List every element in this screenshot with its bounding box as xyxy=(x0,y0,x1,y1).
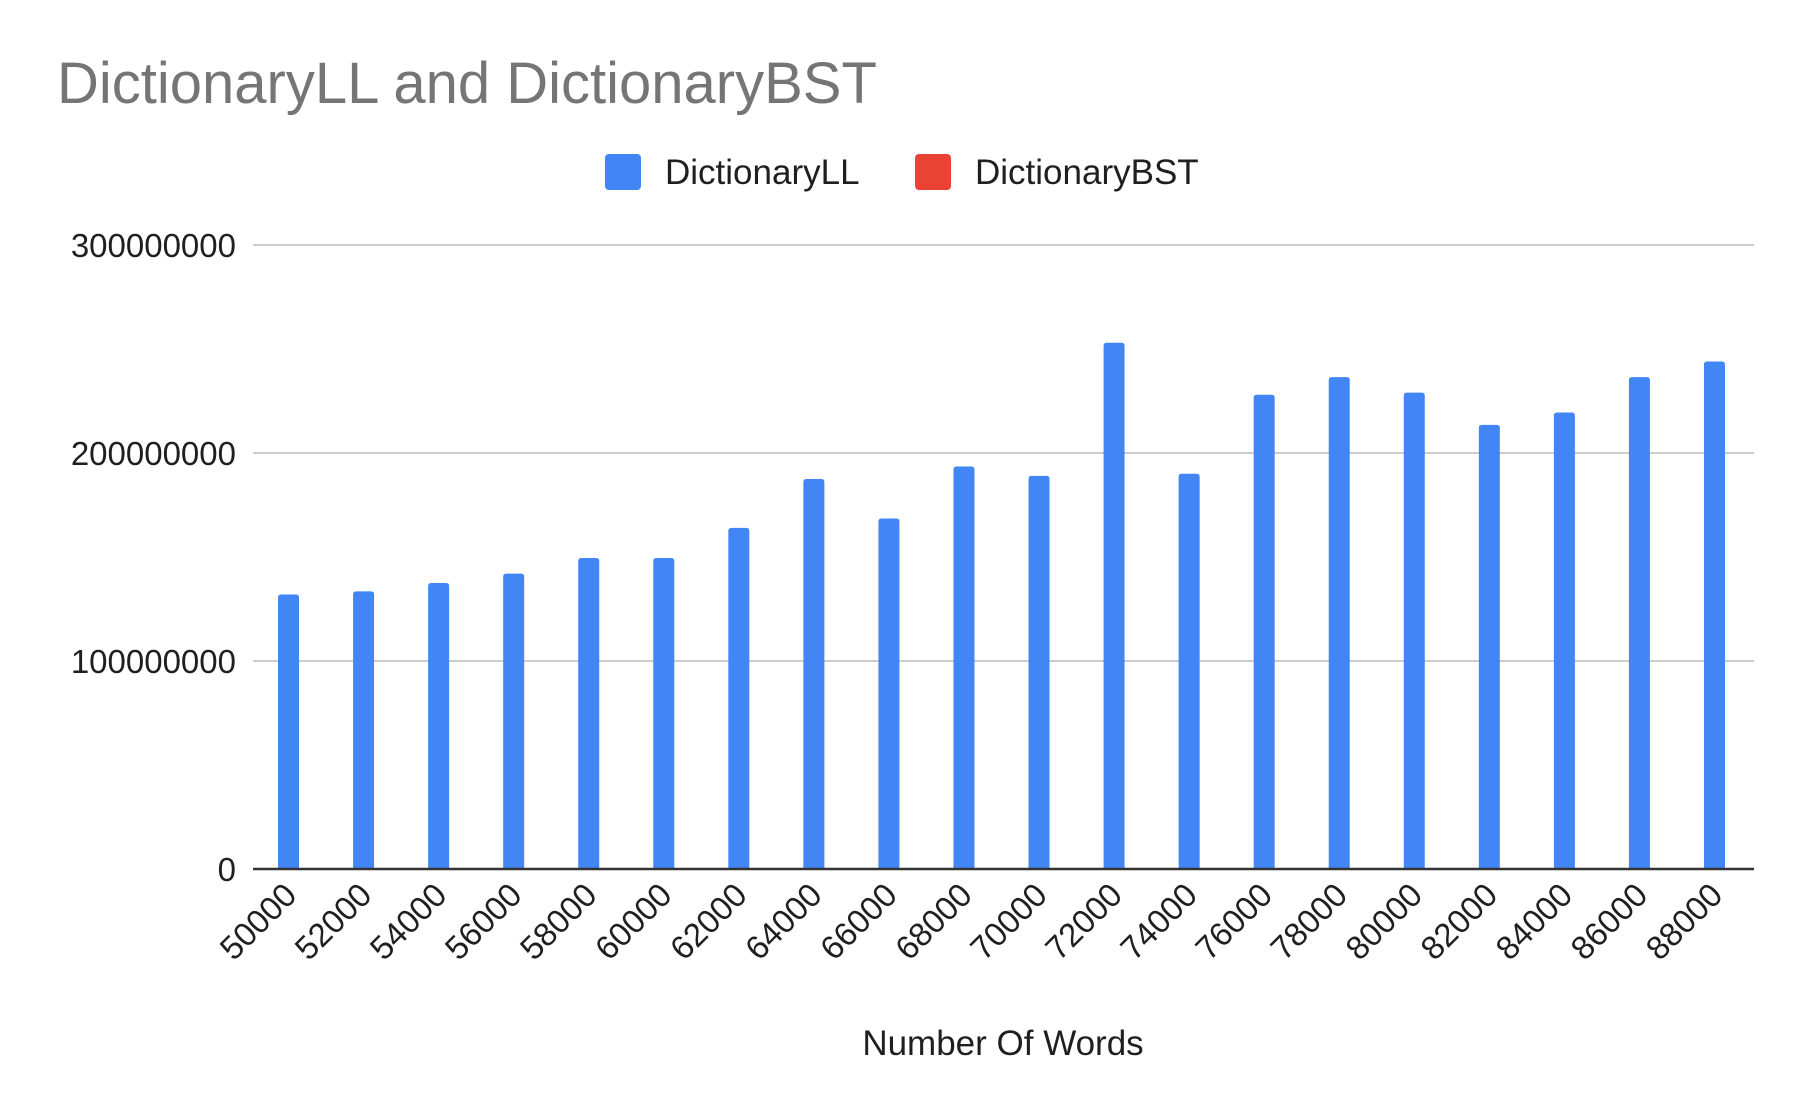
bar-dictionaryll-86000 xyxy=(1628,377,1650,869)
x-tick-label: 66000 xyxy=(813,876,904,967)
bar-dictionaryll-74000 xyxy=(1178,473,1200,869)
y-tick-label: 0 xyxy=(218,851,236,888)
legend-swatch xyxy=(915,154,951,190)
bar-dictionaryll-50000 xyxy=(278,594,300,869)
y-tick-label: 300000000 xyxy=(71,227,236,264)
bars xyxy=(278,342,1725,869)
bar-dictionaryll-54000 xyxy=(428,583,450,869)
bar-dictionaryll-70000 xyxy=(1028,475,1050,869)
x-tick-label: 88000 xyxy=(1638,876,1729,967)
x-tick-label: 74000 xyxy=(1113,876,1204,967)
x-tick-label: 84000 xyxy=(1488,876,1579,967)
x-tick-label: 50000 xyxy=(212,876,303,967)
legend: DictionaryLL DictionaryBST xyxy=(605,153,1199,192)
x-tick-label: 64000 xyxy=(738,876,829,967)
bar-dictionaryll-78000 xyxy=(1328,377,1350,869)
y-tick-label: 100000000 xyxy=(71,643,236,680)
x-tick-label: 62000 xyxy=(663,876,754,967)
x-tick-label: 82000 xyxy=(1413,876,1504,967)
bar-dictionaryll-76000 xyxy=(1253,394,1275,869)
x-axis-tick-labels: 5000052000540005600058000600006200064000… xyxy=(212,876,1729,967)
x-tick-label: 58000 xyxy=(513,876,604,967)
legend-swatch xyxy=(605,154,641,190)
x-tick-label: 60000 xyxy=(588,876,679,967)
bar-dictionaryll-66000 xyxy=(878,518,900,869)
bar-dictionaryll-60000 xyxy=(653,558,675,869)
bar-dictionaryll-80000 xyxy=(1403,392,1425,869)
x-axis-title: Number Of Words xyxy=(862,1024,1143,1063)
bar-dictionaryll-84000 xyxy=(1553,412,1575,869)
bar-dictionaryll-88000 xyxy=(1703,361,1725,869)
x-tick-label: 70000 xyxy=(963,876,1054,967)
x-tick-label: 78000 xyxy=(1263,876,1354,967)
legend-label: DictionaryLL xyxy=(665,153,860,192)
x-tick-label: 56000 xyxy=(438,876,529,967)
x-tick-label: 68000 xyxy=(888,876,979,967)
x-tick-label: 76000 xyxy=(1188,876,1279,967)
y-tick-label: 200000000 xyxy=(71,435,236,472)
bar-dictionaryll-62000 xyxy=(728,527,750,869)
legend-label: DictionaryBST xyxy=(975,153,1199,192)
x-tick-label: 80000 xyxy=(1338,876,1429,967)
chart-title: DictionaryLL and DictionaryBST xyxy=(57,51,877,116)
x-tick-label: 54000 xyxy=(363,876,454,967)
bar-dictionaryll-68000 xyxy=(953,466,975,869)
legend-item-dictionarybst: DictionaryBST xyxy=(915,153,1199,192)
bar-dictionaryll-82000 xyxy=(1478,424,1500,869)
bar-dictionaryll-52000 xyxy=(353,591,375,869)
bar-dictionaryll-64000 xyxy=(803,479,825,869)
y-axis-tick-labels: 0 100000000 200000000 300000000 xyxy=(71,227,236,888)
gridlines xyxy=(253,244,1754,662)
bar-dictionaryll-72000 xyxy=(1103,342,1125,869)
x-tick-label: 72000 xyxy=(1038,876,1129,967)
x-tick-label: 86000 xyxy=(1563,876,1654,967)
x-tick-label: 52000 xyxy=(287,876,378,967)
bar-dictionaryll-58000 xyxy=(578,558,600,869)
bar-dictionaryll-56000 xyxy=(503,573,525,869)
legend-item-dictionaryll: DictionaryLL xyxy=(605,153,860,192)
